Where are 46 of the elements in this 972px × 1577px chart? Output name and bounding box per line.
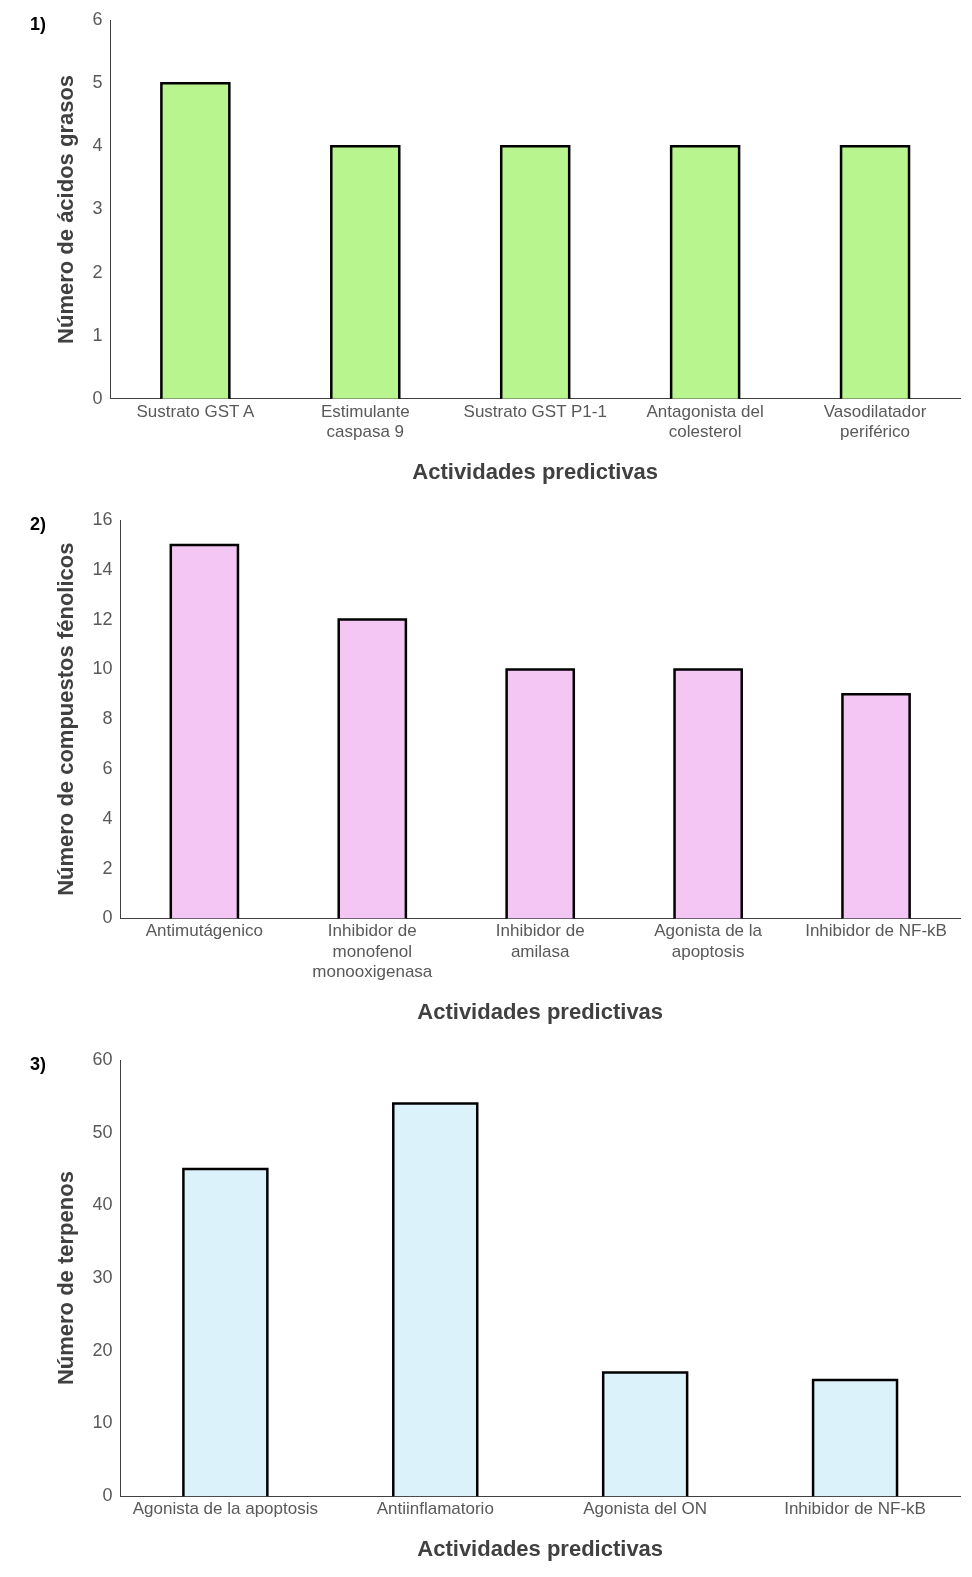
y-tick-label: 6 xyxy=(92,8,103,29)
x-tick-label: Agonista del ON xyxy=(583,1499,708,1519)
chart-title: 3) xyxy=(30,1054,47,1075)
y-tick-label: 0 xyxy=(102,907,113,928)
x-tick-label: Antimutágenico xyxy=(145,921,263,941)
y-tick-label: 4 xyxy=(92,135,103,156)
y-tick-label: 60 xyxy=(92,1048,113,1069)
y-axis-title: Número de ácidos grasos xyxy=(53,74,79,344)
x-tick-label: Estimulante caspasa 9 xyxy=(320,401,410,442)
x-tick-label: Vasodilatador periférico xyxy=(823,401,927,442)
y-tick-label: 0 xyxy=(92,387,103,408)
y-tick-label: 12 xyxy=(92,608,113,629)
y-axis-title: Número de terpenos xyxy=(53,1171,79,1386)
x-tick-label: Inhibidor de amilasa xyxy=(495,921,585,961)
x-axis-title: Actividades predictivas xyxy=(412,458,659,484)
x-axis-title: Actividades predictivas xyxy=(417,998,664,1024)
x-tick-label: Antagonista del colesterol xyxy=(646,401,764,442)
y-axis-title: Número de compuestos fénolicos xyxy=(53,542,79,896)
x-tick-label: Agonista de la apoptosis xyxy=(654,921,763,961)
y-tick-label: 0 xyxy=(102,1485,113,1506)
y-tick-label: 16 xyxy=(92,508,113,529)
y-tick-label: 10 xyxy=(92,1412,113,1433)
chart-title: 2) xyxy=(30,514,47,535)
x-tick-label: Inhibidor de monofenol monooxigenasa xyxy=(312,921,433,982)
y-tick-label: 1 xyxy=(92,324,103,345)
x-tick-label: Sustrato GST P1-1 xyxy=(463,401,607,421)
y-tick-label: 5 xyxy=(92,72,103,93)
x-tick-label: Inhibidor de NF-kB xyxy=(805,921,947,941)
y-tick-label: 10 xyxy=(92,658,113,679)
y-tick-label: 4 xyxy=(102,807,113,828)
y-tick-label: 8 xyxy=(102,708,113,729)
y-tick-label: 30 xyxy=(92,1267,113,1288)
y-tick-label: 14 xyxy=(92,558,113,579)
y-tick-label: 40 xyxy=(92,1194,113,1215)
y-tick-label: 20 xyxy=(92,1339,113,1360)
y-tick-label: 3 xyxy=(92,198,103,219)
x-tick-label: Agonista de la apoptosis xyxy=(132,1499,318,1519)
y-tick-label: 50 xyxy=(92,1121,113,1142)
y-tick-label: 2 xyxy=(92,261,103,282)
x-tick-label: Inhibidor de NF-kB xyxy=(784,1499,926,1519)
chart-title: 1) xyxy=(30,14,47,35)
y-tick-label: 2 xyxy=(102,857,113,878)
x-axis-title: Actividades predictivas xyxy=(417,1535,664,1561)
x-tick-label: Antiinflamatorio xyxy=(376,1499,494,1519)
x-tick-label: Sustrato GST A xyxy=(136,401,255,421)
y-tick-label: 6 xyxy=(102,757,113,778)
